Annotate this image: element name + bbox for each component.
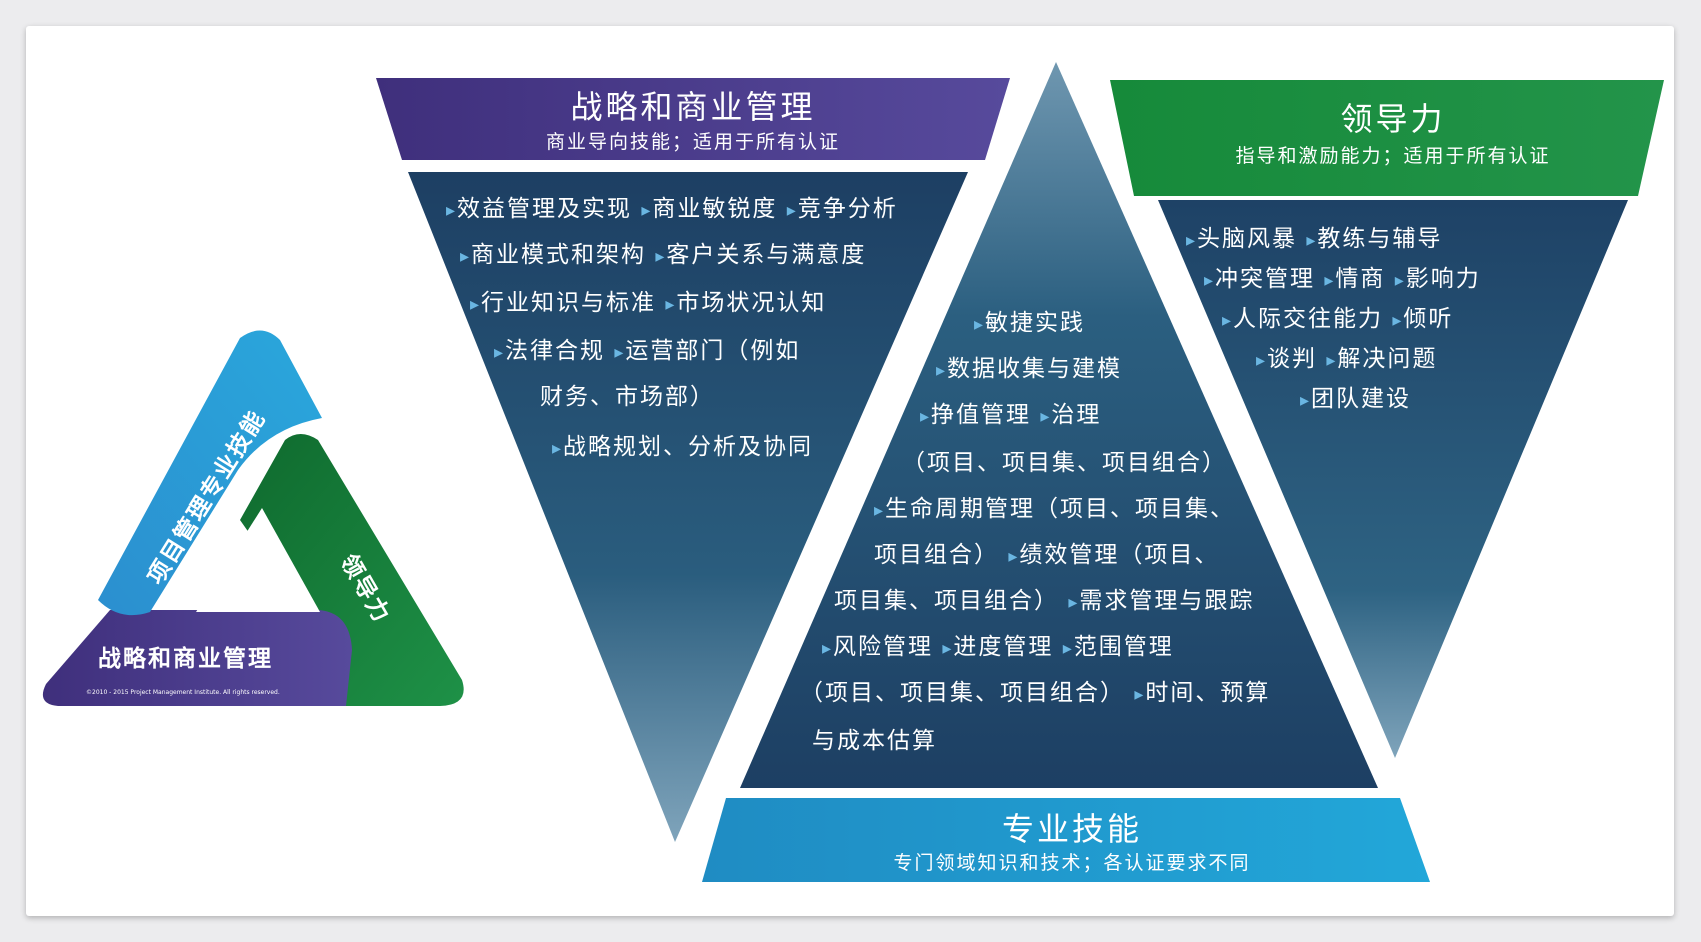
bullet-arrow-icon: ▸ [920, 406, 931, 427]
bullet-arrow-icon: ▸ [1300, 390, 1311, 411]
leadership-skill-line: ▸团队建设 [1300, 386, 1411, 412]
strategic-skill-line: ▸战略规划、分析及协同 [552, 434, 813, 460]
bullet-arrow-icon: ▸ [942, 638, 953, 659]
talent-triangle-logo: 项目管理专业技能 领导力 战略和商业管理 ©2010 - 2015 Projec… [42, 330, 464, 706]
technical-triangle [740, 62, 1378, 788]
technical-skill-line: 项目集、项目组合） ▸需求管理与跟踪 [834, 588, 1254, 614]
technical-subtitle: 专门领域知识和技术；各认证要求不同 [893, 852, 1250, 874]
logo-inner-triangle [196, 508, 320, 612]
leadership-skill-line: ▸人际交往能力 ▸倾听 [1222, 306, 1453, 332]
bullet-arrow-icon: ▸ [552, 438, 563, 459]
strategic-skill-line: ▸效益管理及实现 ▸商业敏锐度 ▸竞争分析 [446, 196, 898, 222]
strategic-title: 战略和商业管理 [570, 88, 815, 126]
strategic-skill-list: ▸效益管理及实现 ▸商业敏锐度 ▸竞争分析▸商业模式和架构 ▸客户关系与满意度▸… [446, 196, 898, 460]
logo-technical-band [98, 330, 322, 616]
logo-copyright: ©2010 - 2015 Project Management Institut… [86, 689, 280, 696]
bullet-arrow-icon: ▸ [1063, 638, 1074, 659]
logo-strategic-band [42, 610, 352, 706]
leadership-header [1110, 80, 1664, 196]
technical-skill-line: ▸风险管理 ▸进度管理 ▸范围管理 [822, 634, 1174, 660]
leadership-triangle [1158, 200, 1628, 758]
technical-skill-line: ▸生命周期管理（项目、项目集、 [874, 496, 1235, 522]
bullet-arrow-icon: ▸ [460, 246, 471, 267]
bullet-arrow-icon: ▸ [494, 342, 505, 363]
bullet-arrow-icon: ▸ [614, 342, 625, 363]
bullet-arrow-icon: ▸ [665, 294, 676, 315]
bullet-arrow-icon: ▸ [1204, 270, 1215, 291]
bullet-arrow-icon: ▸ [936, 360, 947, 381]
technical-skill-line: 项目组合） ▸绩效管理（项目、 [874, 542, 1219, 568]
bullet-arrow-icon: ▸ [1256, 350, 1267, 371]
logo-strategic-label: 战略和商业管理 [98, 645, 273, 672]
leadership-skill-line: ▸冲突管理 ▸情商 ▸影响力 [1204, 266, 1481, 292]
technical-skill-line: ▸敏捷实践 [974, 310, 1085, 336]
leadership-skill-list: ▸头脑风暴 ▸教练与辅导 ▸冲突管理 ▸情商 ▸影响力 ▸人际交往能力 ▸倾听 ▸谈判… [1186, 226, 1481, 412]
strategic-skill-line: ▸法律合规 ▸运营部门（例如 [494, 338, 800, 364]
bullet-arrow-icon: ▸ [1222, 310, 1233, 331]
technical-skill-line: （项目、项目集、项目组合） [902, 450, 1227, 476]
strategic-skill-line: ▸商业模式和架构 ▸客户关系与满意度 [460, 242, 866, 268]
bullet-arrow-icon: ▸ [1186, 230, 1197, 251]
technical-skill-line: ▸数据收集与建模 [936, 356, 1122, 382]
bullet-arrow-icon: ▸ [787, 200, 798, 221]
bullet-arrow-icon: ▸ [655, 246, 666, 267]
bullet-arrow-icon: ▸ [1068, 592, 1079, 613]
strategic-header [376, 78, 1010, 160]
bullet-arrow-icon: ▸ [974, 314, 985, 335]
leadership-title: 领导力 [1340, 100, 1445, 138]
leadership-skill-line: ▸谈判 ▸解决问题 [1256, 346, 1437, 372]
bullet-arrow-icon: ▸ [822, 638, 833, 659]
bullet-arrow-icon: ▸ [1395, 270, 1406, 291]
bullet-arrow-icon: ▸ [1324, 270, 1335, 291]
technical-skill-line: ▸挣值管理 ▸治理 [920, 402, 1101, 428]
bullet-arrow-icon: ▸ [1134, 684, 1145, 705]
bullet-arrow-icon: ▸ [1392, 310, 1403, 331]
strategic-subtitle: 商业导向技能；适用于所有认证 [546, 131, 840, 153]
technical-title: 专业技能 [1002, 810, 1142, 848]
logo-leadership-band [240, 434, 464, 706]
leadership-subtitle: 指导和激励能力；适用于所有认证 [1235, 145, 1550, 167]
strategic-skill-line: ▸行业知识与标准 ▸市场状况认知 [470, 290, 826, 316]
leadership-skill-line: ▸头脑风暴 ▸教练与辅导 [1186, 226, 1442, 252]
technical-skill-line: 与成本估算 [812, 728, 937, 754]
bullet-arrow-icon: ▸ [1040, 406, 1051, 427]
technical-skill-line: （项目、项目集、项目组合） ▸时间、预算 [800, 680, 1270, 706]
bullet-arrow-icon: ▸ [470, 294, 481, 315]
bullet-arrow-icon: ▸ [1008, 546, 1019, 567]
bullet-arrow-icon: ▸ [874, 500, 885, 521]
strategic-skill-line: 财务、市场部） [540, 384, 715, 410]
technical-skill-list: ▸敏捷实践 ▸数据收集与建模 ▸挣值管理 ▸治理 （项目、项目集、项目组合） ▸生命周期… [800, 310, 1270, 754]
bullet-arrow-icon: ▸ [641, 200, 652, 221]
bullet-arrow-icon: ▸ [1306, 230, 1317, 251]
technical-header [702, 798, 1430, 882]
strategic-triangle [408, 172, 968, 842]
bullet-arrow-icon: ▸ [1326, 350, 1337, 371]
bullet-arrow-icon: ▸ [446, 200, 457, 221]
